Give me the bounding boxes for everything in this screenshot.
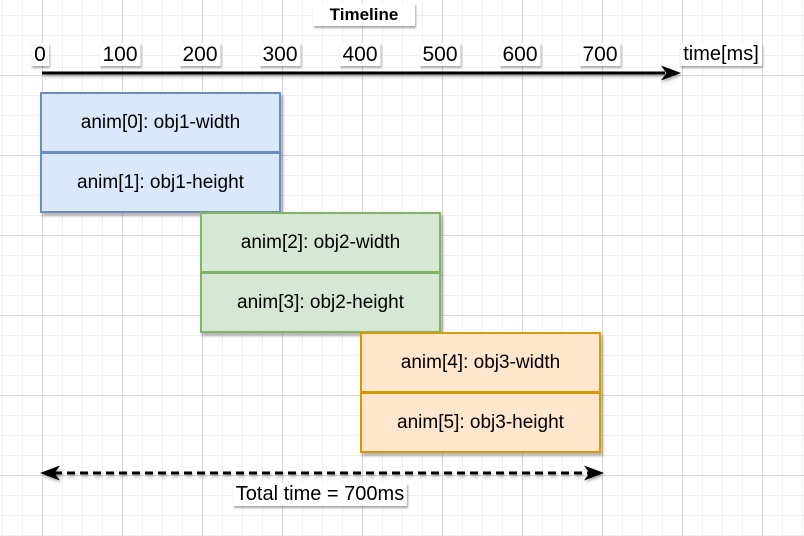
right-arrowhead-icon [584, 465, 604, 481]
total-time-label: Total time = 700ms [232, 483, 408, 506]
time-axis-arrow [42, 65, 681, 81]
timeline-bar-anim3: anim[3]: obj2-height [200, 272, 441, 333]
timeline-bar-anim5: anim[5]: obj3-height [360, 392, 601, 453]
diagram-title: Timeline [313, 3, 415, 26]
timeline-bar-anim1: anim[1]: obj1-height [40, 152, 281, 213]
axis-tick-400: 400 [339, 43, 381, 66]
axis-tick-500: 500 [419, 43, 461, 66]
axis-unit-label: time[ms] [680, 43, 762, 66]
timeline-bar-anim2: anim[2]: obj2-width [200, 212, 441, 273]
axis-tick-0: 0 [31, 43, 49, 66]
axis-arrowhead-icon [661, 65, 681, 81]
axis-tick-100: 100 [99, 43, 141, 66]
axis-tick-600: 600 [499, 43, 541, 66]
timeline-bar-anim4: anim[4]: obj3-width [360, 332, 601, 393]
axis-tick-200: 200 [179, 43, 221, 66]
axis-tick-300: 300 [259, 43, 301, 66]
axis-tick-700: 700 [579, 43, 621, 66]
timeline-bar-anim0: anim[0]: obj1-width [40, 92, 281, 153]
left-arrowhead-icon [40, 465, 60, 481]
total-time-arrow [40, 465, 604, 481]
